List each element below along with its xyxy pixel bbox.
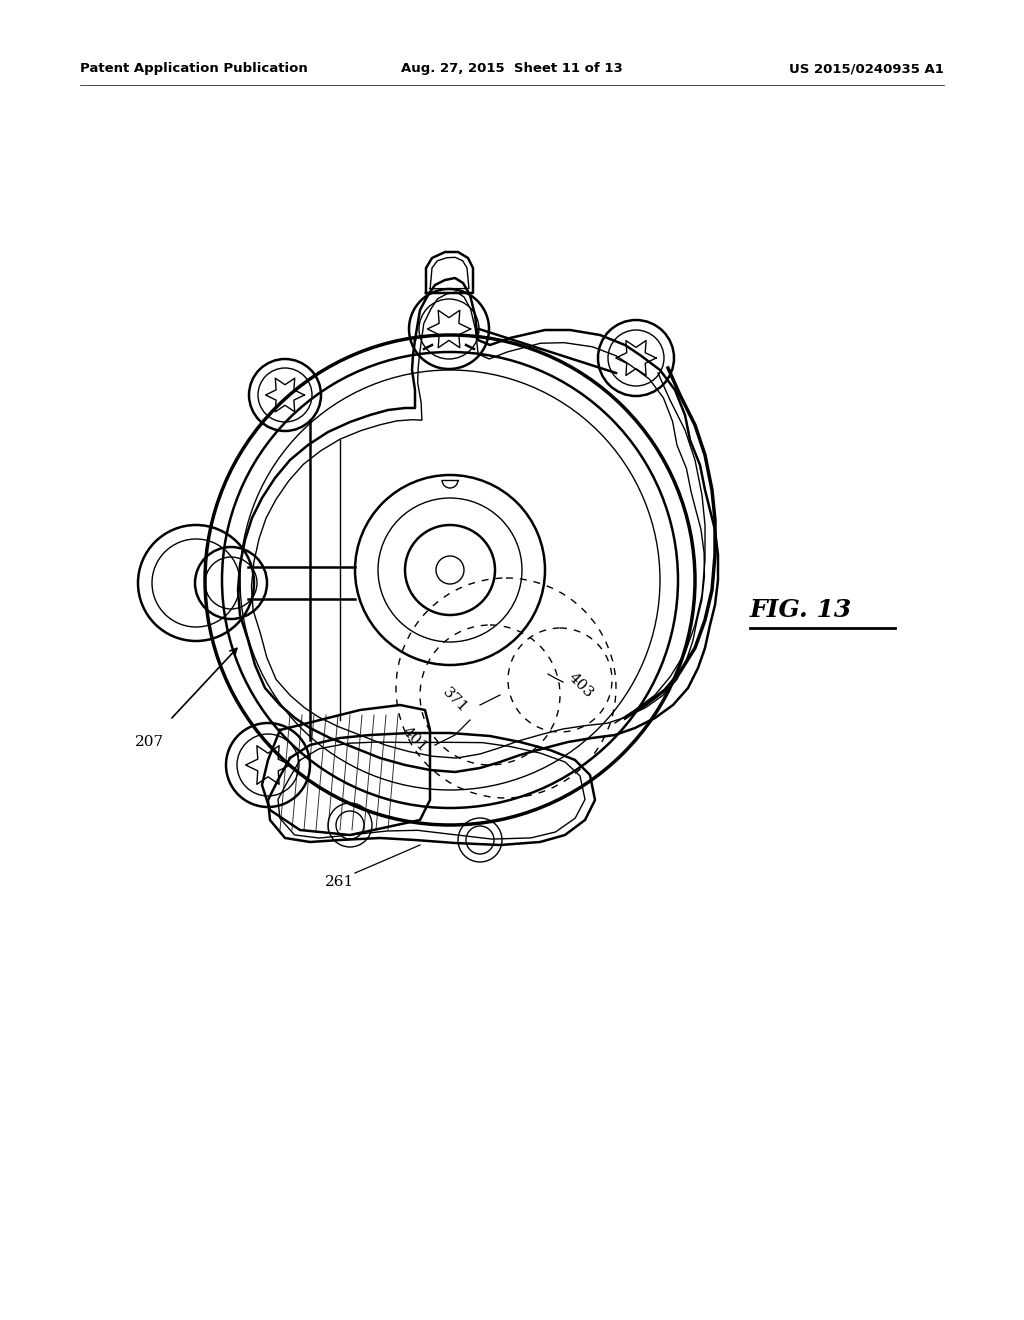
Text: 261: 261 — [326, 875, 354, 888]
Text: FIG. 13: FIG. 13 — [750, 598, 852, 622]
Text: Patent Application Publication: Patent Application Publication — [80, 62, 308, 75]
Text: US 2015/0240935 A1: US 2015/0240935 A1 — [790, 62, 944, 75]
Text: 401: 401 — [399, 725, 430, 755]
Text: 371: 371 — [439, 685, 470, 715]
Text: 207: 207 — [135, 735, 165, 748]
Text: Aug. 27, 2015  Sheet 11 of 13: Aug. 27, 2015 Sheet 11 of 13 — [401, 62, 623, 75]
Text: 403: 403 — [565, 669, 596, 700]
